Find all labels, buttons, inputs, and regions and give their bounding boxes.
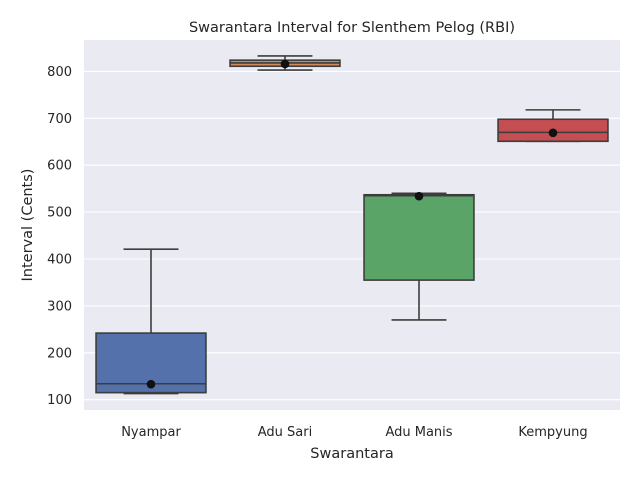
x-tick-label: Adu Sari [258,425,312,440]
y-tick-label: 300 [47,299,72,314]
box-kempyung [497,109,609,143]
x-axis-label: Swarantara [310,446,393,462]
y-tick-label: 500 [47,206,72,221]
y-tick-label: 700 [47,112,72,127]
mean-marker [414,191,424,201]
y-tick-label: 400 [47,252,72,267]
box-adu-sari [229,55,341,71]
y-tick-label: 100 [47,393,72,408]
x-tick-label: Kempyung [518,425,587,440]
mean-marker [280,59,290,69]
y-axis-label: Interval (Cents) [20,169,36,282]
box-nyampar [95,248,207,395]
x-tick-label: Nyampar [121,425,181,440]
y-tick-label: 600 [47,159,72,174]
box-series [95,55,609,395]
mean-marker [146,379,156,389]
box-adu-manis [363,191,475,321]
iqr-box [363,193,475,281]
y-tick-label: 200 [47,346,72,361]
y-tick-labels: 100 200 300 400 500 600 700 800 [47,65,72,408]
chart-title: Swarantara Interval for Slenthem Pelog (… [189,20,515,36]
y-tick-label: 800 [47,65,72,80]
mean-marker [548,128,558,138]
x-tick-label: Adu Manis [385,425,452,440]
x-tick-labels: Nyampar Adu Sari Adu Manis Kempyung [121,425,587,440]
